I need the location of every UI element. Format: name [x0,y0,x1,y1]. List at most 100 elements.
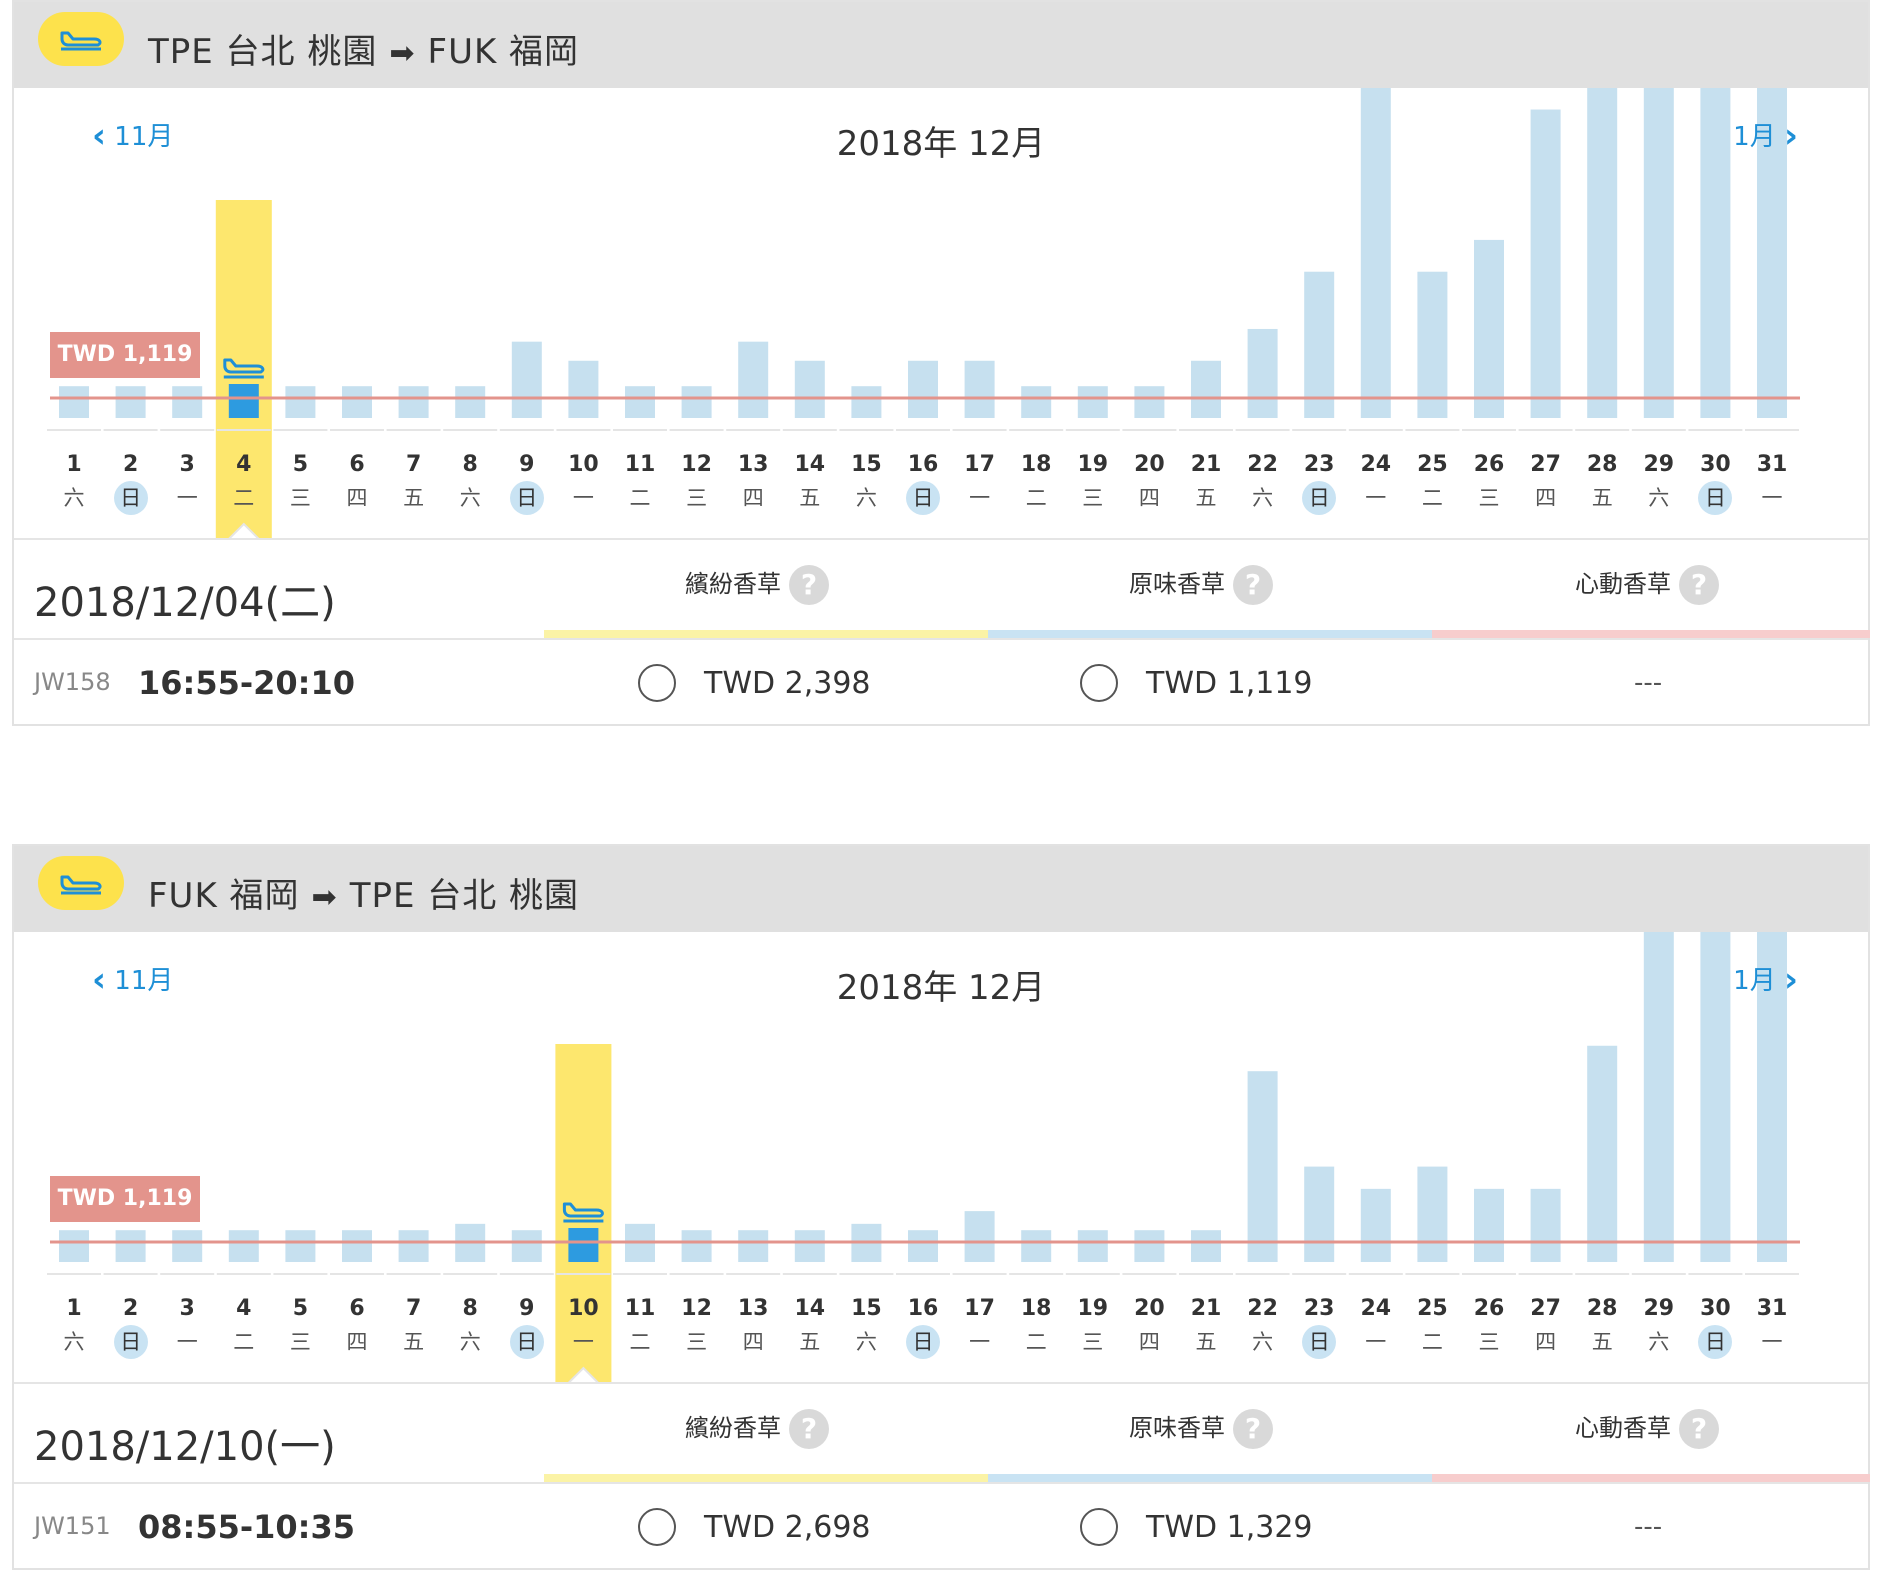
price-bar[interactable] [794,1230,825,1262]
price-bar[interactable] [285,1230,316,1262]
price-bar[interactable] [398,386,429,418]
price-bar[interactable] [1021,1230,1052,1262]
calendar-day[interactable]: 24 一 [1348,1296,1404,1359]
calendar-day[interactable]: 10 一 [555,452,611,515]
price-bar[interactable] [1021,386,1052,418]
calendar-day[interactable]: 10 一 [555,1296,611,1359]
next-month-button[interactable]: 1月 › [1733,116,1798,156]
prev-month-button[interactable]: ‹ 11月 [92,960,173,1000]
price-bar[interactable] [285,386,316,418]
question-icon[interactable]: ? [789,1409,829,1449]
price-bar[interactable] [1643,932,1674,1262]
calendar-day[interactable]: 29 六 [1631,1296,1687,1359]
price-bar[interactable] [1191,360,1221,418]
calendar-day[interactable]: 20 四 [1121,452,1177,515]
question-icon[interactable]: ? [789,565,829,605]
calendar-day[interactable]: 26 三 [1461,452,1517,515]
price-bar[interactable] [172,1230,203,1262]
price-bar[interactable] [398,1230,429,1262]
fare-radio[interactable] [1080,1508,1118,1546]
calendar-day[interactable]: 30 日 [1687,452,1743,515]
price-bar[interactable] [511,341,542,418]
price-bar[interactable] [738,341,769,418]
calendar-day[interactable]: 21 五 [1178,1296,1234,1359]
calendar-day[interactable]: 24 一 [1348,452,1404,515]
calendar-day[interactable]: 28 五 [1574,452,1630,515]
calendar-day[interactable]: 23 日 [1291,452,1347,515]
calendar-day[interactable]: 19 三 [1065,452,1121,515]
calendar-day[interactable]: 12 三 [669,1296,725,1359]
question-icon[interactable]: ? [1679,565,1719,605]
calendar-day[interactable]: 16 日 [895,452,951,515]
calendar-day[interactable]: 21 五 [1178,452,1234,515]
calendar-day[interactable]: 27 四 [1518,1296,1574,1359]
price-bar[interactable] [1360,1188,1391,1262]
price-bar[interactable] [1530,1188,1561,1262]
calendar-day[interactable]: 31 一 [1744,1296,1800,1359]
price-bar[interactable] [568,1228,599,1262]
calendar-day[interactable]: 23 日 [1291,1296,1347,1359]
calendar-day[interactable]: 14 五 [782,452,838,515]
price-bar[interactable] [1417,271,1448,418]
price-bar[interactable] [964,360,995,418]
question-icon[interactable]: ? [1233,565,1273,605]
price-bar[interactable] [681,1230,712,1262]
calendar-day[interactable]: 15 六 [838,1296,894,1359]
price-bar[interactable] [1077,1230,1108,1262]
calendar-day[interactable]: 13 四 [725,452,781,515]
price-bar[interactable] [115,386,146,418]
price-bar[interactable] [738,1230,769,1262]
price-bar[interactable] [228,1230,259,1262]
calendar-day[interactable]: 14 五 [782,1296,838,1359]
question-icon[interactable]: ? [1679,1409,1719,1449]
question-icon[interactable]: ? [1233,1409,1273,1449]
price-bar[interactable] [1134,1230,1165,1262]
price-bar[interactable] [115,1230,146,1262]
price-bar[interactable] [1700,932,1731,1262]
price-bar[interactable] [794,360,825,418]
calendar-day[interactable]: 17 一 [952,452,1008,515]
price-bar[interactable] [1247,328,1278,418]
calendar-day[interactable]: 30 日 [1687,1296,1743,1359]
price-bar[interactable] [568,360,599,418]
price-bar[interactable] [1587,1045,1618,1262]
price-bar[interactable] [342,386,372,418]
price-bar[interactable] [511,1230,542,1262]
calendar-day[interactable]: 16 日 [895,1296,951,1359]
price-bar[interactable] [908,360,938,418]
price-bar[interactable] [681,386,712,418]
calendar-day[interactable]: 25 二 [1404,452,1460,515]
calendar-day[interactable]: 31 一 [1744,452,1800,515]
price-bar[interactable] [1134,386,1165,418]
price-bar[interactable] [1304,271,1335,418]
calendar-day[interactable]: 28 五 [1574,1296,1630,1359]
calendar-day[interactable]: 18 二 [1008,452,1064,515]
calendar-day[interactable]: 22 六 [1235,1296,1291,1359]
price-bar[interactable] [1643,88,1674,419]
price-bar[interactable] [964,1211,995,1262]
price-bar[interactable] [1191,1230,1221,1262]
price-bar[interactable] [1474,239,1504,418]
price-bar[interactable] [625,386,655,418]
calendar-day[interactable]: 29 六 [1631,452,1687,515]
calendar-day[interactable]: 15 六 [838,452,894,515]
price-bar[interactable] [1757,88,1787,419]
price-bar[interactable] [172,386,203,418]
calendar-day[interactable]: 27 四 [1518,452,1574,515]
price-bar[interactable] [1700,88,1731,418]
price-bar[interactable] [1757,932,1787,1262]
prev-month-button[interactable]: ‹ 11月 [92,116,173,156]
